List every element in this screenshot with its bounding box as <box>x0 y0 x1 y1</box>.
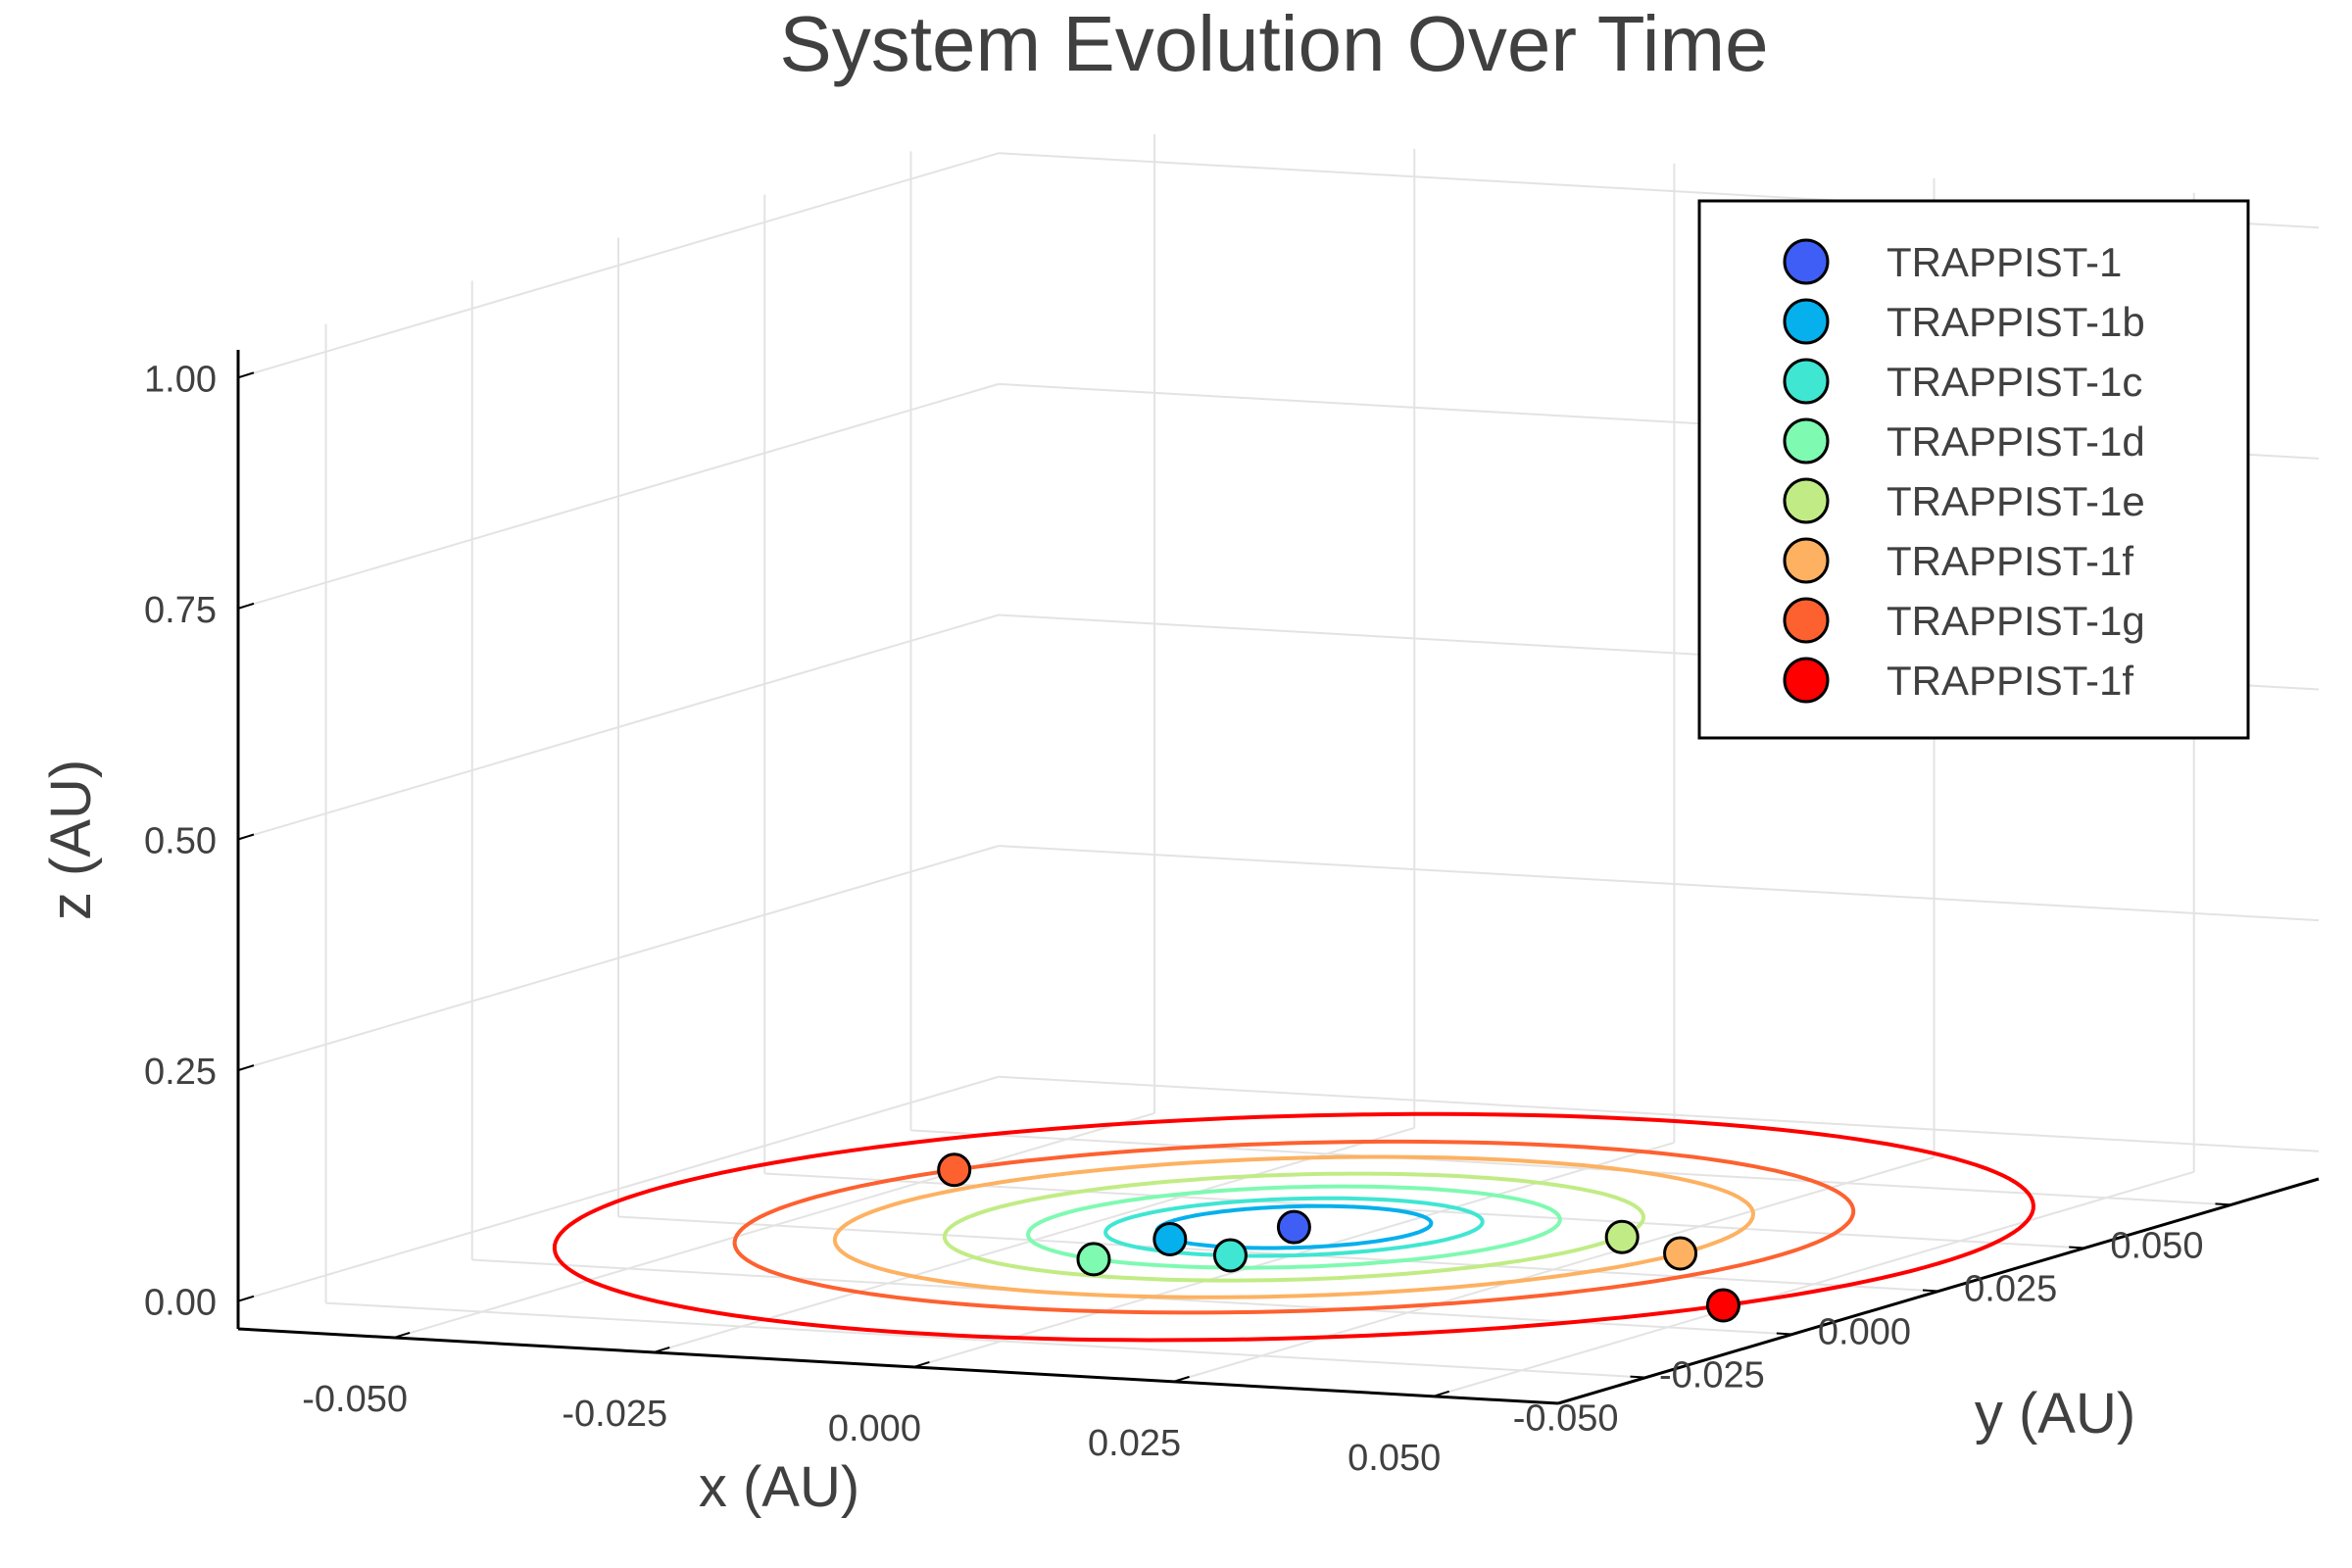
y-axis-label: y (AU) <box>1975 1382 2135 1446</box>
legend-marker <box>1783 477 1830 524</box>
grid-line <box>237 152 1000 379</box>
legend-marker <box>1783 238 1830 285</box>
legend-marker <box>1783 358 1830 405</box>
ticks: -0.050 -0.025 0.000 0.025 0.050 -0.050 -0.025 0… <box>144 359 2231 1479</box>
grid-line <box>237 1075 1000 1302</box>
y-tick-label: -0.025 <box>1659 1355 1765 1396</box>
legend-label: TRAPPIST-1e <box>1886 478 2145 524</box>
planet-points <box>937 1152 1740 1323</box>
legend: TRAPPIST-1 TRAPPIST-1b TRAPPIST-1c TRAPPIST… <box>1697 199 2250 740</box>
x-tick-mark <box>393 1332 411 1339</box>
orbit-line <box>732 1139 1856 1315</box>
grid-line <box>998 1075 2320 1152</box>
chart-title: System Evolution Over Time <box>779 0 1768 87</box>
z-axis-label: z (AU) <box>39 760 103 920</box>
y-tick-mark <box>1922 1289 1939 1293</box>
grid-line <box>998 845 2320 922</box>
planet-point <box>1212 1238 1248 1273</box>
legend-marker <box>1783 597 1830 644</box>
legend-marker <box>1783 298 1830 345</box>
y-tick-mark <box>2215 1202 2231 1206</box>
orbit-line <box>1103 1196 1485 1258</box>
x-tick-mark <box>653 1346 670 1353</box>
y-tick-label: 0.000 <box>1818 1312 1911 1353</box>
orbit-line <box>552 1111 2035 1343</box>
orbit-line <box>1154 1203 1434 1250</box>
x-tick-label: 0.050 <box>1348 1438 1441 1479</box>
planet-point <box>937 1152 972 1188</box>
x-tick-mark <box>1433 1390 1450 1397</box>
x-tick-mark <box>913 1360 930 1368</box>
legend-label: TRAPPIST-1b <box>1886 299 2145 345</box>
x-axis-label: x (AU) <box>699 1455 859 1519</box>
x-tick-label: -0.025 <box>562 1394 667 1435</box>
legend-label: TRAPPIST-1 <box>1886 239 2122 285</box>
grid-line <box>237 382 1000 610</box>
orbit-line <box>942 1171 1646 1283</box>
orbit-line <box>1025 1184 1562 1270</box>
orbits <box>552 1111 2035 1343</box>
y-tick-label: -0.050 <box>1513 1398 1619 1440</box>
grid-line <box>910 1129 2231 1206</box>
planet-point <box>1663 1236 1698 1271</box>
grid-line <box>237 845 1000 1072</box>
z-tick-mark <box>237 371 255 379</box>
x-tick-label: 0.025 <box>1088 1423 1181 1464</box>
z-tick-label: 1.00 <box>144 359 217 400</box>
grid-line <box>325 1301 1646 1379</box>
legend-marker <box>1783 657 1830 704</box>
y-tick-label: 0.050 <box>2110 1225 2203 1266</box>
legend-label: TRAPPIST-1g <box>1886 598 2145 644</box>
x-tick-label: -0.050 <box>302 1379 408 1420</box>
legend-label: TRAPPIST-1f <box>1886 538 2133 584</box>
planet-point <box>1604 1219 1640 1254</box>
z-tick-mark <box>237 1064 255 1072</box>
legend-box <box>1697 199 2250 740</box>
x-tick-label: 0.000 <box>828 1408 921 1449</box>
z-tick-mark <box>237 833 255 841</box>
x-axis-line <box>237 1327 1559 1405</box>
planet-point <box>1705 1288 1740 1323</box>
y-tick-mark <box>1630 1375 1646 1379</box>
planet-point <box>1076 1242 1111 1277</box>
x-tick-mark <box>1173 1375 1190 1383</box>
z-tick-label: 0.50 <box>144 821 217 862</box>
legend-label: TRAPPIST-1d <box>1886 418 2145 465</box>
z-tick-mark <box>237 1295 255 1302</box>
legend-label: TRAPPIST-1c <box>1886 359 2142 405</box>
grid-line <box>237 613 1000 841</box>
y-tick-label: 0.025 <box>1964 1268 2057 1309</box>
y-tick-mark <box>2069 1246 2085 1250</box>
orbit-line <box>832 1154 1756 1299</box>
planet-point <box>1152 1221 1188 1256</box>
legend-marker <box>1783 537 1830 584</box>
y-tick-mark <box>1776 1332 1792 1336</box>
z-tick-label: 0.25 <box>144 1052 217 1093</box>
legend-marker <box>1783 417 1830 465</box>
legend-label: TRAPPIST-1f <box>1886 658 2133 704</box>
z-tick-label: 0.75 <box>144 590 217 631</box>
z-tick-mark <box>237 602 255 610</box>
z-tick-label: 0.00 <box>144 1283 217 1324</box>
planet-point <box>1276 1209 1311 1245</box>
